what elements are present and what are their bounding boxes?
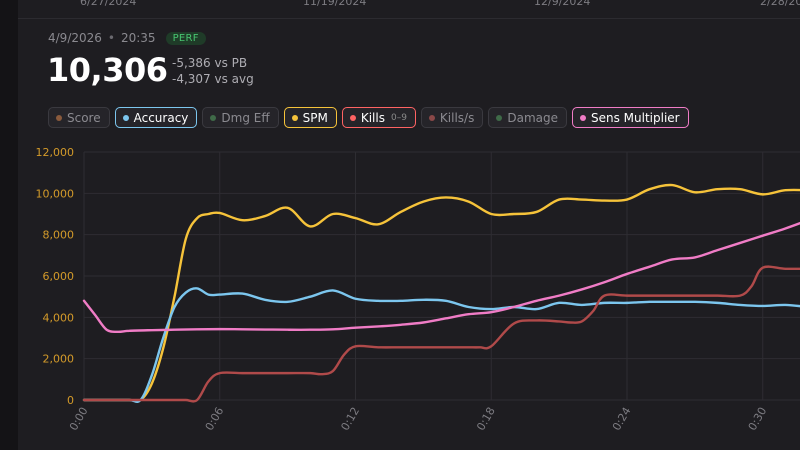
delta-vs-pb: -5,386 vs PB — [172, 56, 248, 70]
y-tick-label: 0 — [67, 394, 74, 407]
session-score: 10,306 — [47, 51, 168, 89]
session-panel: 6/27/2024 11/19/2024 12/9/2024 2/28/20 4… — [18, 0, 800, 450]
series-color-dot — [496, 114, 503, 121]
session-date: 4/9/2026 — [48, 31, 102, 45]
filter-chip-label: Kills — [360, 110, 385, 125]
perf-badge: PERF — [165, 31, 206, 45]
series-color-dot — [428, 114, 435, 121]
timeline-date: 6/27/2024 — [80, 0, 137, 8]
x-tick-label: 0:06 — [203, 405, 227, 433]
session-meta: 4/9/2026 • 20:35 PERF — [48, 31, 206, 45]
y-tick-label: 8,000 — [43, 229, 75, 242]
score-deltas: -5,386 vs PB -4,307 vs avg — [172, 55, 254, 87]
series-color-dot — [291, 114, 298, 121]
y-tick-label: 4,000 — [43, 311, 75, 324]
series-line-spm — [82, 183, 800, 403]
filter-chip-label: Kills/s — [439, 110, 475, 125]
session-line-chart: 0 2,000 4,000 6,000 8,000 10,000 12,000 0:00 0:0… — [36, 146, 800, 433]
y-tick-label: 12,000 — [36, 146, 75, 159]
series-line-sens-multiplier — [82, 221, 800, 334]
filter-chip-kills[interactable]: Kills 0–9 — [341, 107, 416, 128]
filter-chip-label: Dmg Eff — [221, 110, 270, 125]
timeline-date: 11/19/2024 — [303, 0, 367, 8]
filter-chip-score[interactable]: Score — [48, 107, 110, 128]
timeline-date: 2/28/20 — [760, 0, 800, 8]
filter-chip-range: 0–9 — [390, 112, 407, 123]
x-tick-label: 0:18 — [474, 405, 498, 433]
y-tick-label: 6,000 — [43, 270, 75, 283]
filter-chip-sens-multiplier[interactable]: Sens Multiplier — [571, 107, 689, 128]
sidebar-edge — [0, 0, 18, 450]
x-tick-label: 0:30 — [746, 405, 770, 433]
series-color-dot — [349, 114, 356, 121]
filter-chip-dmg-eff[interactable]: Dmg Eff — [202, 107, 279, 128]
filter-chip-label: Score — [67, 110, 101, 125]
series-color-dot — [210, 114, 217, 121]
series-line-kills — [82, 265, 800, 403]
separator-dot: • — [107, 31, 115, 45]
y-tick-label: 2,000 — [43, 353, 75, 366]
history-timeline-axis: 6/27/2024 11/19/2024 12/9/2024 2/28/20 — [18, 0, 800, 19]
y-tick-label: 10,000 — [36, 187, 75, 200]
x-tick-label: 0:12 — [338, 405, 362, 433]
filter-chip-label: Accuracy — [133, 110, 189, 125]
filter-chip-damage[interactable]: Damage — [488, 107, 567, 128]
series-color-dot — [579, 114, 586, 121]
series-color-dot — [56, 114, 62, 121]
filter-chip-spm[interactable]: SPM — [283, 107, 337, 128]
filter-chip-accuracy[interactable]: Accuracy — [114, 107, 198, 128]
metric-filter-chips: Score Accuracy Dmg Eff SPM Kills 0–9 Kills/s Da… — [48, 107, 689, 128]
series-line-accuracy — [82, 287, 800, 404]
x-tick-label: 0:00 — [67, 405, 91, 433]
filter-chip-label: SPM — [302, 110, 328, 125]
filter-chip-label: Sens Multiplier — [590, 110, 680, 125]
filter-chip-label: Damage — [507, 110, 558, 125]
delta-vs-avg: -4,307 vs avg — [172, 72, 254, 86]
timeline-date: 12/9/2024 — [534, 0, 591, 8]
session-time: 20:35 — [120, 31, 156, 45]
x-tick-label: 0:24 — [610, 405, 634, 433]
series-color-dot — [122, 114, 129, 121]
filter-chip-kills-s[interactable]: Kills/s — [420, 107, 484, 128]
